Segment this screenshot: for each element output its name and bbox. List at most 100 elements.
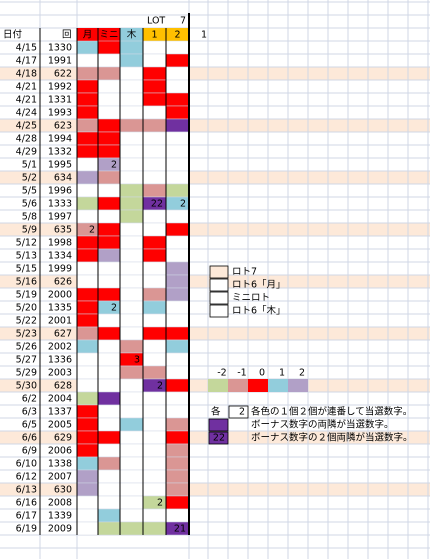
scale-swatch bbox=[208, 379, 228, 392]
result-cell bbox=[119, 443, 144, 458]
result-cell bbox=[97, 313, 121, 328]
result-cell bbox=[165, 482, 190, 497]
result-cell bbox=[97, 495, 121, 510]
result-cell bbox=[119, 40, 144, 55]
result-cell bbox=[97, 261, 121, 276]
date-cell: 4/24 bbox=[16, 108, 37, 119]
note-marker: 各 bbox=[211, 406, 221, 418]
result-cell bbox=[97, 196, 121, 211]
result-cell bbox=[76, 378, 99, 393]
result-cell bbox=[76, 456, 99, 471]
result-cell bbox=[165, 469, 190, 484]
result-cell bbox=[142, 508, 167, 523]
result-cell bbox=[119, 157, 144, 172]
result-cell bbox=[119, 287, 144, 302]
result-cell bbox=[119, 79, 144, 94]
date-cell: 4/29 bbox=[16, 147, 37, 158]
result-cell bbox=[119, 222, 144, 237]
date-cell: 6/16 bbox=[16, 498, 37, 509]
round-cell: 635 bbox=[54, 225, 72, 236]
result-cell bbox=[142, 79, 167, 94]
result-cell bbox=[97, 482, 121, 497]
result-cell bbox=[97, 131, 121, 146]
result-cell bbox=[97, 456, 121, 471]
result-cell bbox=[97, 92, 121, 107]
cell-number: 2 bbox=[89, 225, 95, 236]
cell-number: 22 bbox=[151, 199, 163, 210]
date-cell: 6/5 bbox=[22, 420, 37, 431]
result-cell bbox=[142, 443, 167, 458]
result-cell bbox=[119, 300, 144, 315]
cell-number: 2 bbox=[111, 303, 117, 314]
result-cell bbox=[119, 313, 144, 328]
result-cell bbox=[142, 157, 167, 172]
result-cell bbox=[76, 469, 99, 484]
result-cell bbox=[142, 456, 167, 471]
result-cell bbox=[76, 248, 99, 263]
result-cell bbox=[76, 326, 99, 341]
date-cell: 4/25 bbox=[16, 121, 37, 132]
result-cell bbox=[119, 209, 144, 224]
result-cell bbox=[142, 209, 167, 224]
round-cell: 2003 bbox=[48, 368, 72, 379]
column-header: 木 bbox=[127, 29, 137, 41]
result-cell bbox=[165, 430, 190, 445]
result-cell bbox=[142, 521, 167, 536]
round-cell: 1992 bbox=[48, 82, 72, 93]
result-cell bbox=[76, 404, 99, 419]
result-cell bbox=[76, 261, 99, 276]
result-cell bbox=[142, 261, 167, 276]
legend-label: ミニロト bbox=[232, 293, 270, 304]
scale-swatch bbox=[248, 379, 268, 392]
round-cell: 634 bbox=[54, 173, 72, 184]
result-cell bbox=[97, 326, 121, 341]
result-cell bbox=[97, 235, 121, 250]
date-cell: 5/6 bbox=[22, 199, 37, 210]
column-header-cell bbox=[98, 28, 120, 41]
result-cell bbox=[76, 300, 99, 315]
column-header-cell bbox=[77, 28, 98, 41]
result-cell bbox=[97, 339, 121, 354]
round-cell: 2007 bbox=[48, 472, 72, 483]
result-cell bbox=[119, 118, 144, 133]
legend-swatch bbox=[209, 265, 229, 279]
date-cell: 4/28 bbox=[16, 134, 37, 145]
result-cell bbox=[76, 443, 99, 458]
date-cell: 5/1 bbox=[22, 160, 37, 171]
legend-swatch bbox=[209, 304, 229, 318]
result-cell bbox=[119, 391, 144, 406]
result-cell bbox=[119, 469, 144, 484]
result-cell bbox=[119, 248, 144, 263]
result-cell bbox=[76, 66, 99, 81]
result-cell bbox=[142, 170, 167, 185]
result-cell bbox=[97, 79, 121, 94]
result-cell bbox=[76, 274, 99, 289]
scale-label: 0 bbox=[259, 368, 265, 379]
cell-number: 2 bbox=[180, 199, 186, 210]
date-cell: 6/13 bbox=[16, 485, 37, 496]
result-cell bbox=[142, 131, 167, 146]
round-cell: 622 bbox=[54, 69, 72, 80]
date-cell: 5/20 bbox=[16, 303, 37, 314]
date-cell: 5/8 bbox=[22, 212, 37, 223]
result-cell bbox=[165, 222, 190, 237]
result-cell bbox=[76, 105, 99, 120]
result-cell bbox=[97, 118, 121, 133]
column-header: ミニ bbox=[99, 30, 118, 41]
round-cell: 1995 bbox=[48, 160, 72, 171]
result-cell bbox=[97, 391, 121, 406]
date-cell: 6/19 bbox=[16, 524, 37, 535]
result-cell bbox=[76, 521, 99, 536]
date-cell: 6/6 bbox=[22, 433, 37, 444]
result-cell bbox=[165, 144, 190, 159]
result-cell bbox=[76, 196, 99, 211]
result-cell bbox=[119, 66, 144, 81]
result-cell bbox=[165, 118, 190, 133]
result-cell bbox=[142, 105, 167, 120]
date-cell: 6/9 bbox=[22, 446, 37, 457]
extra-header: 1 bbox=[201, 30, 207, 41]
result-cell bbox=[165, 170, 190, 185]
result-cell bbox=[142, 404, 167, 419]
result-cell bbox=[165, 495, 190, 510]
